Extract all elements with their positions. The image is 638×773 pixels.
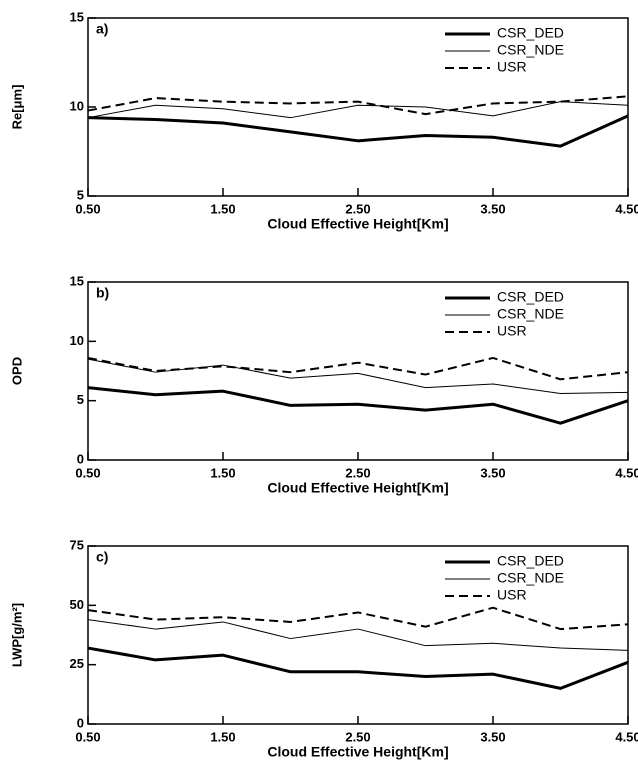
data-line xyxy=(87,619,629,651)
y-tick-label: 0 xyxy=(77,715,84,730)
x-axis-label: Cloud Effective Height[Km] xyxy=(267,480,448,496)
data-line xyxy=(87,356,629,381)
legend-label: CSR_NDE xyxy=(497,570,564,586)
data-line xyxy=(87,358,629,395)
x-axis-label: Cloud Effective Height[Km] xyxy=(267,216,448,232)
y-tick-label: 15 xyxy=(70,9,84,24)
data-line xyxy=(87,114,629,148)
x-tick-label: 3.50 xyxy=(480,201,505,216)
y-tick-label: 0 xyxy=(77,451,84,466)
data-line xyxy=(87,386,629,425)
x-tick-label: 2.50 xyxy=(345,201,370,216)
legend-label: CSR_DED xyxy=(497,553,564,569)
legend-label: USR xyxy=(497,323,527,339)
data-line xyxy=(87,646,629,690)
data-line xyxy=(87,606,629,631)
legend-label: CSR_NDE xyxy=(497,42,564,58)
y-tick-label: 50 xyxy=(70,597,84,612)
x-tick-label: 1.50 xyxy=(210,729,235,744)
data-line xyxy=(87,101,629,119)
x-tick-label: 2.50 xyxy=(345,729,370,744)
legend-label: CSR_DED xyxy=(497,25,564,41)
x-tick-label: 3.50 xyxy=(480,729,505,744)
y-tick-label: 5 xyxy=(77,392,84,407)
panel-label: c) xyxy=(96,549,108,565)
panel-label: b) xyxy=(96,285,109,301)
y-tick-label: 15 xyxy=(70,273,84,288)
y-tick-label: 10 xyxy=(70,98,84,113)
x-tick-label: 0.50 xyxy=(75,729,100,744)
legend-label: USR xyxy=(497,587,527,603)
y-axis-label: Re[μm] xyxy=(9,85,24,130)
y-tick-label: 75 xyxy=(70,537,84,552)
panel-label: a) xyxy=(96,21,108,37)
y-axis-label: LWP[g/m²] xyxy=(9,603,24,667)
legend-label: CSR_DED xyxy=(497,289,564,305)
legend-label: CSR_NDE xyxy=(497,306,564,322)
y-tick-label: 25 xyxy=(70,656,84,671)
x-tick-label: 0.50 xyxy=(75,465,100,480)
x-tick-label: 4.50 xyxy=(615,465,638,480)
x-tick-label: 1.50 xyxy=(210,201,235,216)
x-tick-label: 1.50 xyxy=(210,465,235,480)
data-line xyxy=(87,95,629,116)
x-axis-label: Cloud Effective Height[Km] xyxy=(267,744,448,760)
x-tick-label: 4.50 xyxy=(615,729,638,744)
y-axis-label: OPD xyxy=(9,357,24,385)
x-tick-label: 3.50 xyxy=(480,465,505,480)
y-tick-label: 5 xyxy=(77,187,84,202)
x-tick-label: 0.50 xyxy=(75,201,100,216)
x-tick-label: 2.50 xyxy=(345,465,370,480)
y-tick-label: 10 xyxy=(70,333,84,348)
x-tick-label: 4.50 xyxy=(615,201,638,216)
legend-label: USR xyxy=(497,59,527,75)
